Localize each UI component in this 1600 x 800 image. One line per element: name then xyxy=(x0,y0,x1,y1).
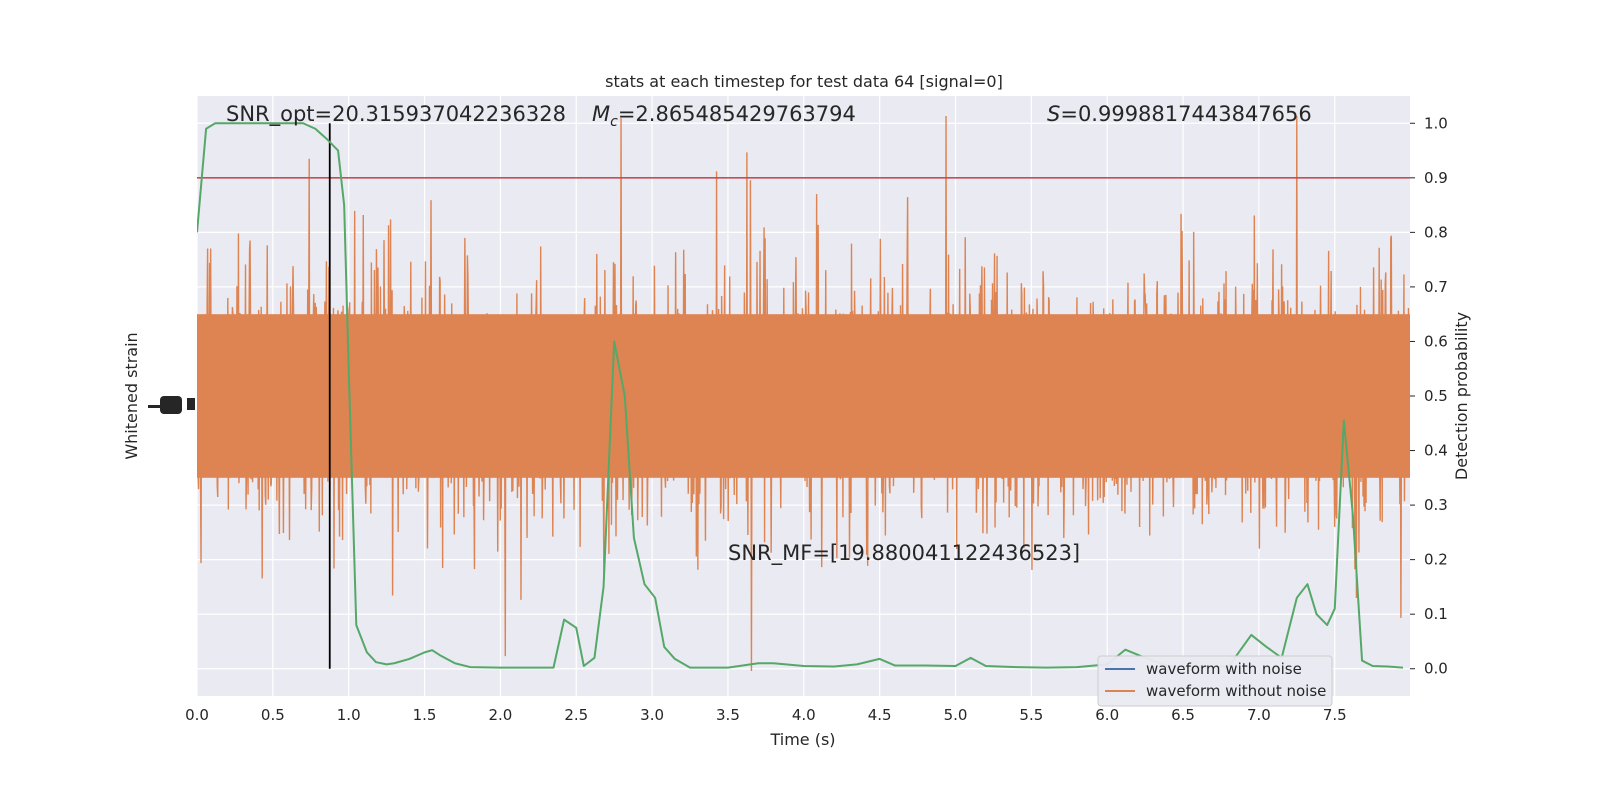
annotation-snr-mf: SNR_MF=[19.880041122436523] xyxy=(728,541,1080,566)
x-tick-label: 0.0 xyxy=(185,706,209,724)
legend-label-with-noise: waveform with noise xyxy=(1146,660,1302,678)
x-tick-label: 1.0 xyxy=(337,706,361,724)
y-tick-label: 0.1 xyxy=(1424,605,1448,623)
annotation-s: S=0.9998817443847656 xyxy=(1047,102,1312,126)
probability-line xyxy=(197,122,1404,669)
x-tick-label: 5.0 xyxy=(944,706,968,724)
y-axis-label-right: Detection probability xyxy=(1452,312,1471,480)
x-tick-label: 4.5 xyxy=(868,706,892,724)
x-tick-label: 0.5 xyxy=(261,706,285,724)
y-axis-label-left: Whitened strain xyxy=(122,332,141,459)
x-tick-label: 3.0 xyxy=(640,706,664,724)
chart-title: stats at each timestep for test data 64 … xyxy=(605,72,1003,91)
x-tick-label: 2.0 xyxy=(488,706,512,724)
x-tick-label: 6.5 xyxy=(1171,706,1195,724)
y-tick-label: 0.2 xyxy=(1424,551,1448,569)
y-tick-label: 0.3 xyxy=(1424,496,1448,514)
x-tick-label: 6.0 xyxy=(1095,706,1119,724)
x-axis-ticks: 0.0 0.5 1.0 1.5 2.0 2.5 3.0 3.5 4.0 4.5 5.0 5.5 6.0 6… xyxy=(185,706,1347,724)
x-axis-label: Time (s) xyxy=(769,730,835,749)
probability-series xyxy=(197,122,1404,669)
y-tick-label: 0.8 xyxy=(1424,223,1448,241)
x-tick-label: 5.5 xyxy=(1019,706,1043,724)
annotation-chirp-mass: Mc=2.865485429763794 xyxy=(592,102,856,130)
strain-trace-without-noise xyxy=(197,115,1410,672)
x-tick-label: 4.0 xyxy=(792,706,816,724)
strain-series xyxy=(197,115,1410,672)
annotation-snr-opt: SNR_opt=20.315937042236328 xyxy=(226,102,566,127)
y-tick-label: 0.7 xyxy=(1424,278,1448,296)
y-tick-label: 0.4 xyxy=(1424,442,1448,460)
left-tick-glyphs xyxy=(148,396,195,414)
y-tick-label: 0.6 xyxy=(1424,332,1448,350)
x-tick-label: 7.0 xyxy=(1247,706,1271,724)
y-axis-ticks: 0.0 0.1 0.2 0.3 0.4 0.5 0.6 0.7 0.8 0.9 1.0 xyxy=(1410,114,1448,678)
x-tick-label: 1.5 xyxy=(413,706,437,724)
y-tick-label: 0.9 xyxy=(1424,169,1448,187)
y-tick-label: 0.5 xyxy=(1424,387,1448,405)
x-tick-label: 3.5 xyxy=(716,706,740,724)
y-tick-label: 1.0 xyxy=(1424,114,1448,132)
y-tick-label: 0.0 xyxy=(1424,660,1448,678)
x-tick-label: 2.5 xyxy=(564,706,588,724)
legend-label-without-noise: waveform without noise xyxy=(1146,682,1326,700)
legend: waveform with noise waveform without noi… xyxy=(1097,655,1333,707)
x-tick-label: 7.5 xyxy=(1323,706,1347,724)
